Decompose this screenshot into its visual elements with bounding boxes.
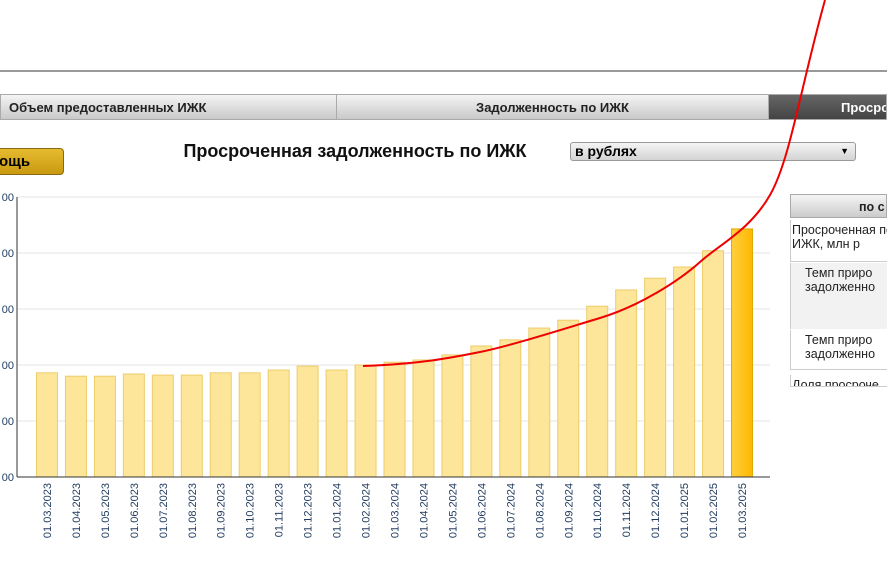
y-tick-label: 00 (2, 192, 14, 204)
bar (731, 228, 754, 478)
dropdown[interactable]: в рублях ▼ (570, 142, 856, 161)
x-tick-label: 01.07.2024 (505, 483, 517, 538)
tab[interactable]: Объем предоставленных ИЖК (0, 94, 337, 120)
bar (441, 354, 464, 478)
x-tick-label: 01.03.2023 (42, 483, 54, 538)
bar (296, 365, 319, 478)
side-row: Просроченная по ИЖК, млн р (790, 220, 887, 262)
bar (151, 374, 174, 478)
bar (557, 319, 580, 478)
bar (325, 369, 348, 478)
x-tick-label: 01.11.2024 (621, 483, 633, 537)
x-tick-label: 01.11.2023 (274, 483, 286, 537)
x-tick-label: 01.05.2023 (100, 483, 112, 538)
bar (615, 289, 638, 478)
bar (528, 327, 551, 478)
bar (238, 372, 261, 478)
bar (702, 250, 725, 478)
bar (267, 369, 290, 478)
bar (354, 364, 377, 478)
bar (64, 375, 87, 478)
top-rule (0, 70, 887, 72)
x-tick-label: 01.03.2024 (390, 483, 402, 538)
x-tick-label: 01.07.2023 (158, 483, 170, 538)
y-tick-label: 00 (2, 472, 14, 484)
y-tick-label: 00 (2, 304, 14, 316)
y-tick-label: 00 (2, 360, 14, 372)
chart-title: Просроченная задолженность по ИЖК (183, 141, 527, 161)
side-header: по с (790, 194, 887, 218)
bar (93, 375, 116, 478)
bar (499, 339, 522, 478)
x-tick-label: 01.01.2025 (679, 483, 691, 538)
bar (673, 266, 696, 478)
x-tick-label: 01.06.2024 (476, 483, 488, 538)
tab[interactable]: Задолженность по ИЖК (336, 94, 769, 120)
bar (412, 359, 435, 478)
x-tick-label: 01.09.2023 (216, 483, 228, 538)
x-tick-label: 01.08.2023 (187, 483, 199, 538)
x-tick-label: 01.08.2024 (534, 483, 546, 538)
x-tick-label: 01.02.2024 (361, 483, 373, 538)
bar (644, 277, 667, 478)
x-tick-label: 01.12.2023 (303, 483, 315, 538)
annotation-curve (362, 0, 826, 367)
tab[interactable]: Просро (768, 94, 887, 120)
y-tick-label: 00 (2, 416, 14, 428)
bar (35, 372, 58, 478)
bar (383, 361, 406, 478)
button[interactable]: ощь (0, 148, 64, 175)
x-tick-label: 01.04.2024 (418, 483, 430, 538)
x-tick-label: 01.03.2025 (737, 483, 749, 538)
dropdown-value: в рублях (575, 143, 637, 159)
side-row: Темп приро задолженно (790, 263, 887, 329)
x-tick-label: 01.02.2025 (708, 483, 720, 538)
bar (586, 305, 609, 478)
y-tick-label: 00 (2, 248, 14, 260)
x-tick-label: 01.01.2024 (332, 483, 344, 538)
bar (470, 345, 493, 478)
x-tick-label: 01.06.2023 (129, 483, 141, 538)
side-row: Доля просроче задолженност (790, 375, 887, 387)
side-row: Темп приро задолженно (790, 330, 887, 370)
bar (180, 374, 203, 478)
x-tick-label: 01.04.2023 (71, 483, 83, 538)
x-tick-label: 01.09.2024 (563, 483, 575, 538)
x-tick-label: 01.10.2024 (592, 483, 604, 538)
bar (209, 372, 232, 478)
x-tick-label: 01.12.2024 (650, 483, 662, 538)
dropdown-arrow: ▼ (840, 146, 849, 156)
x-tick-label: 01.10.2023 (245, 483, 257, 538)
bar (122, 373, 145, 478)
x-tick-label: 01.05.2024 (447, 483, 459, 538)
